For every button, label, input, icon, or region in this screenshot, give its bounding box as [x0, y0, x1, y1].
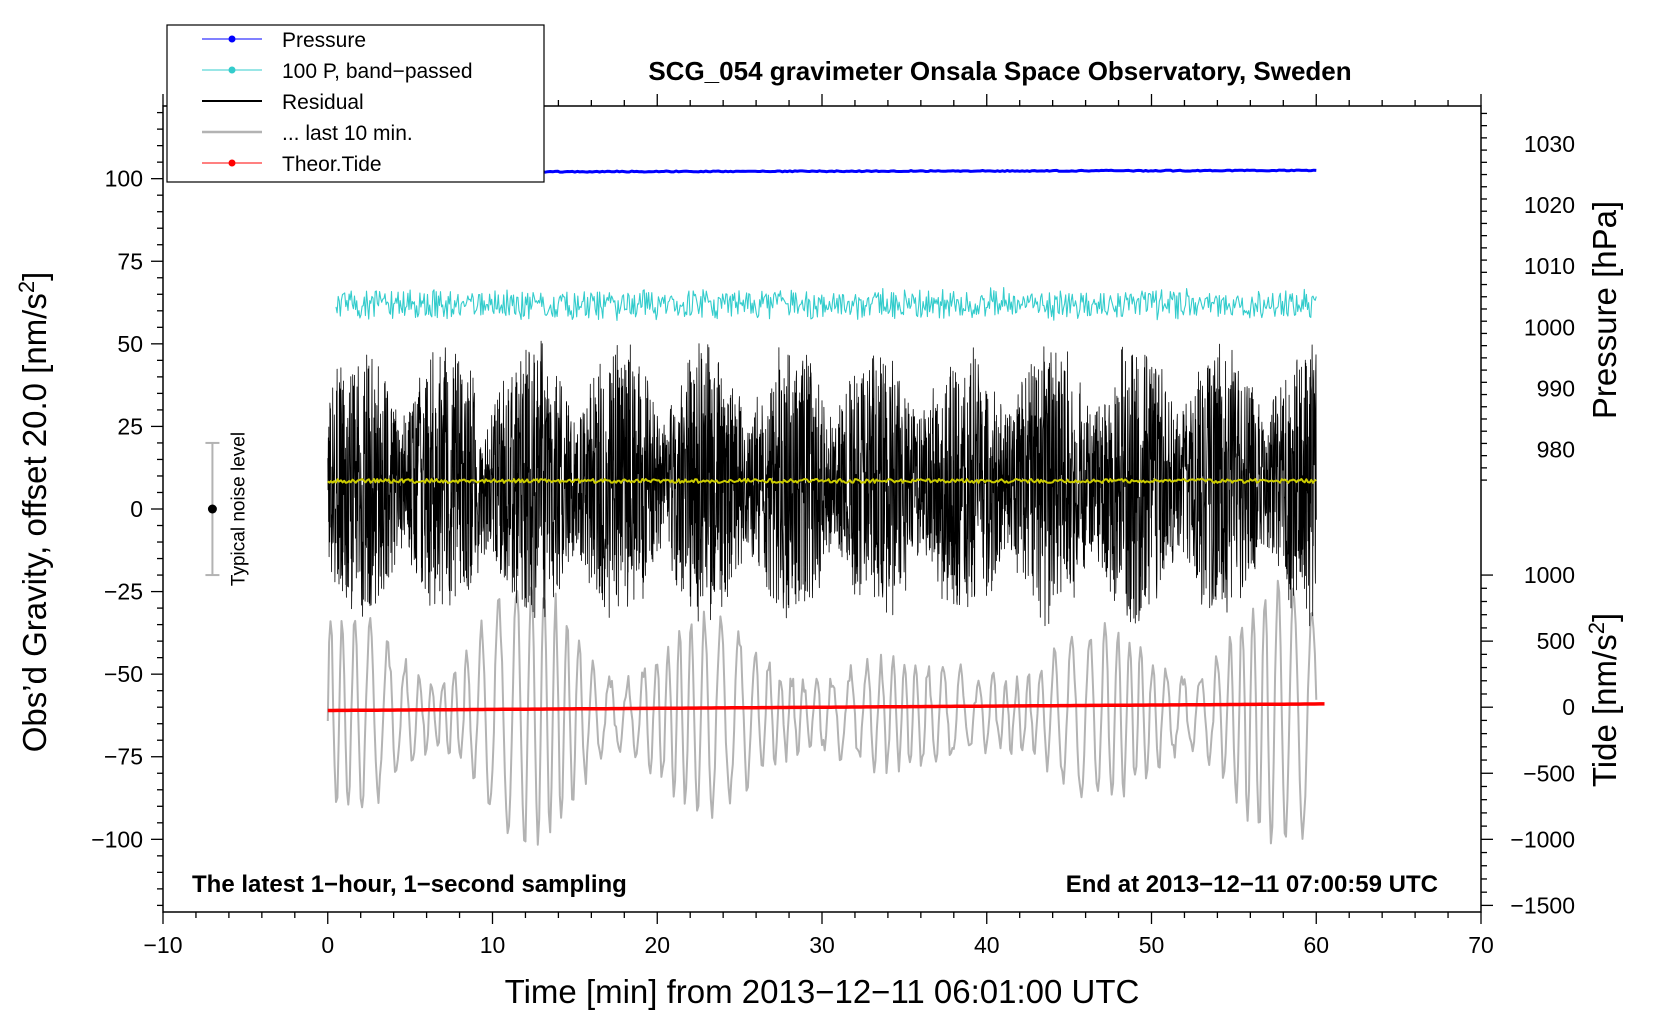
legend-label-residual: Residual [282, 91, 364, 114]
y-tick-label: 0 [130, 496, 143, 522]
x-tick-label: 30 [809, 932, 835, 958]
series-residual [327, 340, 1317, 627]
y-axis-title-tide-sup: 2 [1584, 622, 1609, 634]
y-tick-label: −25 [104, 579, 143, 605]
legend-label-band-passed: 100 P, band−passed [282, 60, 473, 83]
y-tick-label: −100 [91, 826, 143, 852]
x-tick-label: 60 [1303, 932, 1329, 958]
x-tick-label: 10 [480, 932, 506, 958]
annotation-sampling: The latest 1−hour, 1−second sampling [192, 871, 627, 898]
legend: Pressure 100 P, band−passed Residual ...… [166, 24, 545, 183]
ticks-layer: −10 0 10 20 30 40 50 60 701007550250−25−50−75−10… [91, 94, 1575, 958]
legend-entry-band-passed: 100 P, band−passed [202, 60, 473, 83]
legend-entry-last-10-min: ... last 10 min. [202, 122, 413, 145]
legend-label-last-10-min: ... last 10 min. [282, 122, 413, 145]
noise-bar-center-dot [207, 504, 217, 514]
y-tick-label: 25 [117, 413, 143, 439]
pressure-tick-label: 980 [1537, 437, 1575, 463]
y-tick-label: 100 [105, 166, 143, 192]
legend-marker-pressure [228, 35, 236, 43]
tide-tick-label: −500 [1523, 760, 1575, 786]
y-axis-title-left-main: Obs’d Gravity, offset 20.0 [nm/s [16, 293, 53, 752]
y-axis-title-left: Obs’d Gravity, offset 20.0 [nm/s2] [14, 272, 53, 753]
series-residual-smoothed [327, 478, 1317, 484]
pressure-tick-label: 1000 [1524, 314, 1575, 340]
y-axis-title-tide: Tide [nm/s2] [1584, 613, 1623, 787]
tide-tick-label: −1000 [1510, 826, 1575, 852]
x-tick-label: −10 [143, 932, 182, 958]
legend-label-pressure: Pressure [282, 29, 366, 52]
y-tick-label: −75 [104, 744, 143, 770]
pressure-tick-label: 1030 [1524, 131, 1575, 157]
x-tick-label: 70 [1468, 932, 1494, 958]
series-theor-tide [327, 702, 1325, 713]
legend-marker-band-passed [228, 66, 236, 74]
noise-level-indicator: Typical noise level [205, 432, 249, 586]
pressure-tick-label: 990 [1537, 375, 1575, 401]
x-tick-label: 50 [1139, 932, 1165, 958]
tide-tick-label: 500 [1537, 628, 1575, 654]
chart-title: SCG_054 gravimeter Onsala Space Observat… [648, 56, 1351, 86]
x-tick-label: 40 [974, 932, 1000, 958]
series-last-10-min [326, 579, 1318, 846]
series-band-passed [335, 286, 1317, 321]
tide-tick-label: 1000 [1524, 562, 1575, 588]
legend-marker-theor-tide [228, 159, 236, 167]
legend-entry-residual: Residual [202, 91, 364, 114]
noise-level-label: Typical noise level [228, 432, 249, 586]
y-axis-title-tide-end: ] [1586, 613, 1623, 622]
legend-label-theor-tide: Theor.Tide [282, 153, 382, 176]
x-tick-label: 0 [321, 932, 334, 958]
y-axis-title-tide-main: Tide [nm/s [1586, 634, 1623, 787]
y-axis-title-left-end: ] [16, 272, 53, 281]
y-axis-title-left-sup: 2 [14, 281, 39, 293]
tide-tick-label: −1500 [1510, 892, 1575, 918]
legend-entry-pressure: Pressure [202, 29, 366, 52]
pressure-tick-label: 1010 [1524, 253, 1575, 279]
legend-entry-theor-tide: Theor.Tide [202, 153, 382, 176]
tide-tick-label: 0 [1562, 694, 1575, 720]
y-axis-title-pressure: Pressure [hPa] [1586, 201, 1623, 419]
y-tick-label: 75 [117, 248, 143, 274]
y-tick-label: −50 [104, 661, 143, 687]
y-tick-label: 50 [117, 331, 143, 357]
pressure-tick-label: 1020 [1524, 192, 1575, 218]
legend-box [166, 24, 545, 183]
x-tick-label: 20 [644, 932, 670, 958]
annotation-end-time: End at 2013−12−11 07:00:59 UTC [1066, 871, 1438, 898]
x-axis-title: Time [min] from 2013−12−11 06:01:00 UTC [505, 973, 1140, 1010]
